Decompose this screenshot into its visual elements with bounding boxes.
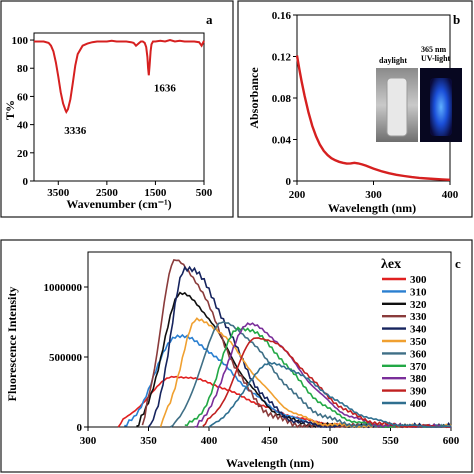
legend-label-380: 380 [410,373,427,385]
panel-b-ytick-label: 0.16 [272,10,292,22]
inset-uv-vial [430,78,452,136]
panel-c-ytick-label: 1000000 [44,282,83,294]
legend-label-320: 320 [410,299,427,311]
panel-c-xtick-label: 550 [382,435,399,447]
panel-b-ytick-label: 0.12 [272,52,292,64]
panel-a-ticks: 3500 2500 1500 500 0 20 40 60 80 100 [12,35,213,199]
panel-b-ticks: 200 300 400 0 0.04 0.08 0.12 0.16 [272,10,459,201]
panel-a-ylabel: T% [3,100,17,120]
legend-label-370: 370 [410,361,427,373]
panel-a-plot-area [33,32,205,182]
panel-a-ytick-label: 80 [17,63,29,75]
legend-label-310: 310 [410,286,427,298]
panel-c-xtick-label: 500 [322,435,339,447]
legend-label-360: 360 [410,348,427,360]
panel-b-xtick-label: 200 [289,189,306,201]
panel-c-xtick-label: 350 [140,435,157,447]
panel-b-label: b [453,12,460,27]
inset-label-daylight: daylight [379,56,407,65]
panel-a-ytick-label: 100 [12,35,29,47]
panel-a-ytick-label: 0 [23,176,29,188]
panel-c-label: c [455,256,461,271]
panel-a-label: a [206,12,213,27]
panel-a: a Wavenumber (cm⁻¹) T% 3500 2500 1500 500 0 2… [3,12,213,211]
panel-a-xtick-label: 500 [196,187,213,199]
panel-c-xlabel: Wavelength (nm) [226,456,314,470]
panel-a-line [34,38,205,114]
panel-b-xlabel: Wavelength (nm) [328,201,416,215]
legend-label-330: 330 [410,311,427,323]
panel-c-xtick-label: 400 [201,435,218,447]
panel-a-xtick-label: 1500 [144,187,167,199]
legend-label-300: 300 [410,274,427,286]
panel-b-xtick-label: 300 [365,189,382,201]
legend-label-340: 340 [410,324,427,336]
panel-b-ytick-label: 0 [286,176,292,188]
panel-b-ylabel: Absorbance [247,67,261,129]
legend-label-400: 400 [410,398,427,410]
panel-c: c Wavelength (nm) Fluorescence Intensity… [5,251,461,470]
legend-label-390: 390 [410,386,427,398]
panel-c-xtick-label: 450 [261,435,278,447]
inset-label-uv-1: 365 nm [421,45,446,54]
panel-b-ytick-label: 0.04 [272,135,292,147]
panel-a-ytick-label: 60 [17,91,29,103]
panel-a-annotation-3336: 3336 [64,125,87,137]
panel-a-ytick-label: 20 [17,148,29,160]
panel-a-annotation-1636: 1636 [154,82,177,94]
legend-title: λex [381,257,401,272]
panel-b: b Wavelength (nm) Absorbance 200 300 400 0 0… [247,10,462,215]
panel-a-ytick-label: 40 [17,120,29,132]
inset-photo: daylight 365 nm UV-light [376,45,462,142]
panel-c-xtick-label: 300 [80,435,97,447]
panel-c-ytick-label: 500000 [49,352,83,364]
panel-c-ylabel: Fluorescence Intensity [5,287,19,402]
panel-b-line [295,55,451,181]
panel-c-ticks: 300 350 400 450 500 550 600 0 500000 1000000 [44,282,460,447]
panel-a-xtick-label: 3500 [47,187,70,199]
inset-label-uv-2: UV-light [421,54,451,63]
panel-c-series [117,258,452,429]
series-line-400 [208,361,452,428]
panel-a-xtick-label: 2500 [96,187,119,199]
panel-c-xtick-label: 600 [443,435,460,447]
panel-a-xlabel: Wavenumber (cm⁻¹) [66,197,171,211]
panel-b-ytick-label: 0.08 [272,93,292,105]
panel-b-xtick-label: 400 [442,189,459,201]
legend-label-350: 350 [410,336,427,348]
inset-daylight-vial [386,77,408,137]
panel-c-ytick-label: 0 [77,422,83,434]
